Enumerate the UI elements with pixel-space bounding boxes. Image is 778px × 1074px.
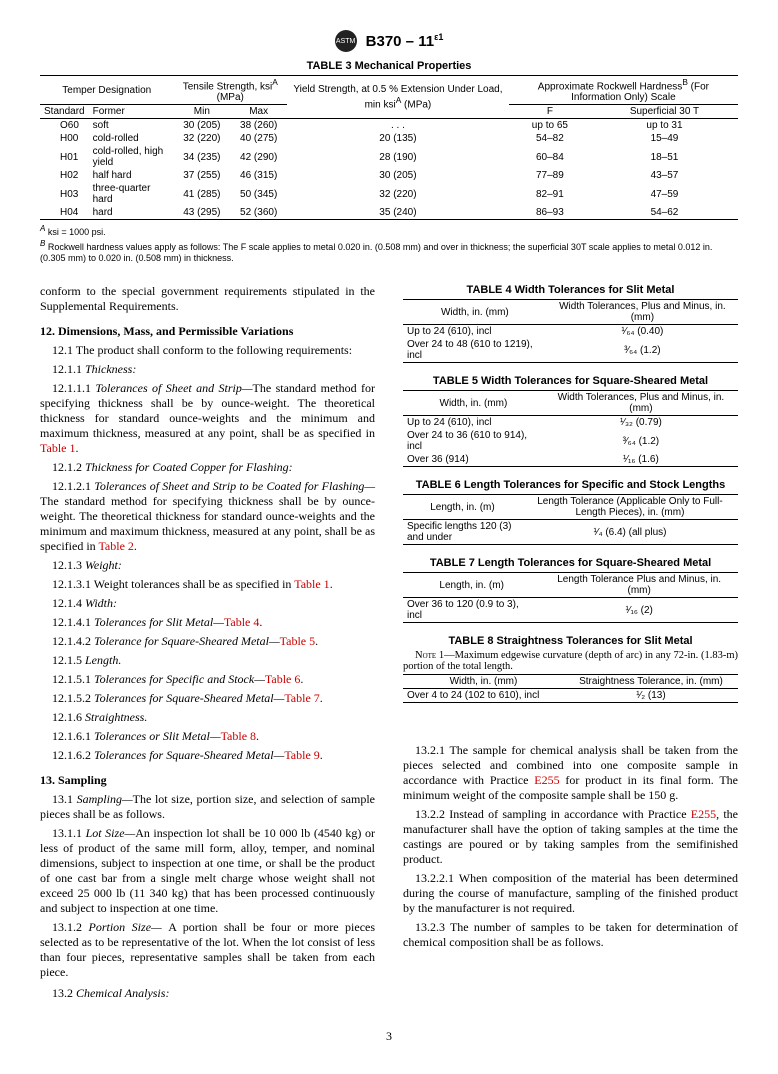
ref-table9: Table 9 [284,748,319,762]
table4-caption: TABLE 4 Width Tolerances for Slit Metal [403,284,738,296]
para-13-2-1: 13.2.1 The sample for chemical analysis … [403,743,738,803]
table6-caption: TABLE 6 Length Tolerances for Specific a… [403,479,738,491]
table7: Length, in. (m)Length Tolerance Plus and… [403,572,738,623]
cell: three-quarter hard [89,182,174,206]
cell: 38 (260) [230,119,287,133]
cell: 86–93 [509,206,591,220]
doc-designation: B370 – 11ε1 [366,32,444,50]
ref-table6: Table 6 [265,672,300,686]
footnote-b: Rockwell hardness values apply as follow… [40,242,712,263]
left-column: conform to the special government requir… [40,284,375,1005]
right-column: TABLE 4 Width Tolerances for Slit Metal … [403,284,738,1005]
cell: 15–49 [591,132,738,145]
cell: half hard [89,169,174,182]
th-max: Max [230,105,287,119]
table4: Width, in. (mm)Width Tolerances, Plus an… [403,299,738,363]
th-f: F [509,105,591,119]
ref-table2: Table 2 [98,539,133,553]
table6: Length, in. (m)Length Tolerance (Applica… [403,494,738,545]
cell: 32 (220) [287,182,509,206]
cell: 37 (255) [173,169,230,182]
th-former: Former [89,105,174,119]
cell: 54–82 [509,132,591,145]
cell: . . . [287,119,509,133]
ref-table7: Table 7 [284,691,319,705]
cell: 35 (240) [287,206,509,220]
th-tensile: Tensile Strength, ksiA (MPa) [173,76,287,105]
cell: O60 [40,119,89,133]
cell: up to 31 [591,119,738,133]
cell: cold-rolled, high yield [89,145,174,169]
cell: 41 (285) [173,182,230,206]
cell: 43 (295) [173,206,230,220]
para-13-2-3: 13.2.3 The number of samples to be taken… [403,920,738,950]
section-13: 13. Sampling [40,773,375,788]
doc-number: B370 – 11 [366,33,434,50]
para-conform: conform to the special government requir… [40,284,375,314]
table8-caption: TABLE 8 Straightness Tolerances for Slit… [403,635,738,647]
cell: H00 [40,132,89,145]
cell: 60–84 [509,145,591,169]
table3-footnotes: A ksi = 1000 psi. B Rockwell hardness va… [40,224,738,264]
para-13-2-2: 13.2.2 Instead of sampling in accordance… [403,807,738,867]
cell: 43–57 [591,169,738,182]
cell: 40 (275) [230,132,287,145]
cell: 34 (235) [173,145,230,169]
table7-caption: TABLE 7 Length Tolerances for Square-She… [403,557,738,569]
astm-logo: ASTM [335,30,357,52]
table8-note: Note 1—Maximum edgewise curvature (depth… [403,650,738,672]
cell: 46 (315) [230,169,287,182]
para-13-2-2-1: 13.2.2.1 When composition of the materia… [403,871,738,916]
th-s30t: Superficial 30 T [591,105,738,119]
cell: 32 (220) [173,132,230,145]
footnote-a: ksi = 1000 psi. [45,227,105,237]
th-std: Standard [40,105,89,119]
ref-table1b: Table 1 [294,577,329,591]
table3: Temper Designation Tensile Strength, ksi… [40,75,738,220]
table5: Width, in. (mm)Width Tolerances, Plus an… [403,390,738,467]
page-header: ASTM B370 – 11ε1 [40,30,738,52]
cell: cold-rolled [89,132,174,145]
cell: 30 (205) [173,119,230,133]
cell: H02 [40,169,89,182]
section-12: 12. Dimensions, Mass, and Permissible Va… [40,324,375,339]
table3-caption: TABLE 3 Mechanical Properties [40,60,738,72]
table5-caption: TABLE 5 Width Tolerances for Square-Shea… [403,375,738,387]
cell: H04 [40,206,89,220]
th-rockwell: Approximate Rockwell HardnessB (For Info… [509,76,738,105]
cell: H03 [40,182,89,206]
cell: 82–91 [509,182,591,206]
ref-table8: Table 8 [221,729,256,743]
page-number: 3 [40,1029,738,1044]
para-12-1: 12.1 The product shall conform to the fo… [40,343,375,358]
th-yield: Yield Strength, at 0.5 % Extension Under… [287,76,509,119]
table8: Width, in. (mm)Straightness Tolerance, i… [403,674,738,703]
ref-e255a: E255 [534,773,559,787]
cell: 20 (135) [287,132,509,145]
cell: hard [89,206,174,220]
ref-e255b: E255 [691,807,716,821]
ref-table4: Table 4 [224,615,259,629]
para-12-1-2-1: 12.1.2.1 Tolerances of Sheet and Strip t… [40,479,375,554]
cell: up to 65 [509,119,591,133]
cell: 30 (205) [287,169,509,182]
cell: 52 (360) [230,206,287,220]
cell: 28 (190) [287,145,509,169]
ref-table1: Table 1 [40,441,75,455]
para-12-1-1-1: 12.1.1.1 Tolerances of Sheet and Strip—T… [40,381,375,456]
th-temper: Temper Designation [40,76,173,105]
cell: 42 (290) [230,145,287,169]
cell: soft [89,119,174,133]
cell: 77–89 [509,169,591,182]
cell: 50 (345) [230,182,287,206]
cell: 18–51 [591,145,738,169]
cell: 54–62 [591,206,738,220]
cell: 47–59 [591,182,738,206]
ref-table5: Table 5 [280,634,315,648]
cell: H01 [40,145,89,169]
th-min: Min [173,105,230,119]
doc-epsilon: ε1 [434,32,443,42]
